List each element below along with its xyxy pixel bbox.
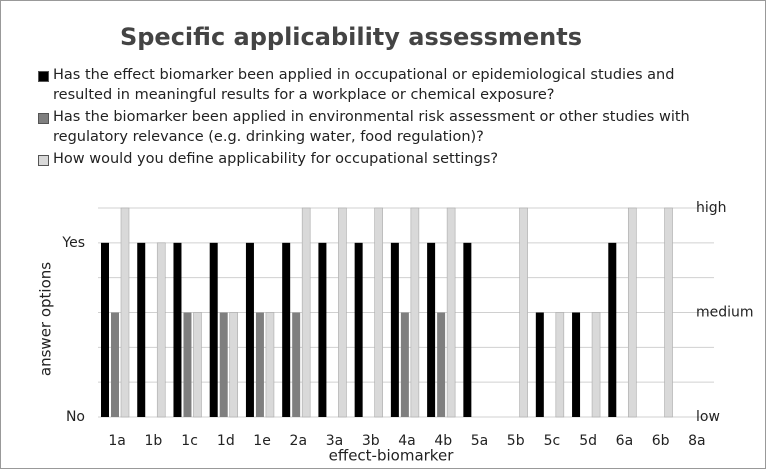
legend-label: How would you define applicability for o… bbox=[53, 151, 499, 167]
bar bbox=[400, 312, 409, 417]
bar bbox=[591, 312, 601, 418]
bar bbox=[282, 242, 291, 417]
y-axis-title: answer options bbox=[37, 262, 55, 376]
legend-item: How would you define applicability for o… bbox=[38, 149, 728, 169]
x-axis-title: effect-biomarker bbox=[329, 447, 455, 465]
x-tick-label: 4a bbox=[398, 433, 416, 449]
bar bbox=[338, 207, 347, 418]
bar bbox=[390, 242, 399, 417]
bar bbox=[463, 242, 472, 417]
chart-title: Specific applicability assessments bbox=[120, 23, 582, 51]
x-tick-label: 5a bbox=[471, 433, 489, 449]
legend-swatch bbox=[38, 71, 49, 82]
x-tick-label: 4b bbox=[434, 433, 452, 449]
bar bbox=[374, 207, 383, 418]
legend-swatch bbox=[38, 113, 49, 124]
legend-label: Has the effect biomarker been applied in… bbox=[53, 67, 675, 103]
bar bbox=[292, 312, 301, 417]
x-tick-label: 1a bbox=[108, 433, 126, 449]
bar bbox=[535, 312, 544, 417]
bar bbox=[354, 242, 363, 417]
x-tick-label: 3b bbox=[362, 433, 380, 449]
x-tick-label: 1d bbox=[217, 433, 235, 449]
legend-item: Has the biomarker been applied in enviro… bbox=[38, 107, 728, 147]
bar bbox=[137, 242, 146, 417]
bar bbox=[627, 207, 637, 418]
bar bbox=[209, 242, 218, 417]
bar bbox=[219, 312, 228, 417]
bar bbox=[173, 242, 182, 417]
bar bbox=[156, 242, 166, 418]
bar bbox=[519, 207, 528, 418]
bar bbox=[572, 312, 581, 417]
bar bbox=[255, 312, 264, 417]
bar bbox=[664, 207, 673, 418]
x-tick-label: 1e bbox=[253, 433, 271, 449]
bar bbox=[555, 312, 565, 418]
x-tick-label: 1b bbox=[144, 433, 162, 449]
y-tick-label: Yes bbox=[61, 235, 85, 251]
bar bbox=[229, 312, 239, 418]
legend: Has the effect biomarker been applied in… bbox=[38, 65, 728, 171]
bar bbox=[183, 312, 192, 417]
x-tick-label: 5c bbox=[544, 433, 561, 449]
bar bbox=[437, 312, 446, 417]
legend-item: Has the effect biomarker been applied in… bbox=[38, 65, 728, 105]
bar bbox=[193, 312, 202, 418]
legend-swatch bbox=[38, 155, 49, 166]
y2-tick-label: low bbox=[696, 409, 720, 425]
x-tick-label: 8a bbox=[688, 433, 706, 449]
bar bbox=[245, 242, 254, 417]
x-tick-label: 1c bbox=[181, 433, 198, 449]
bar bbox=[111, 312, 119, 417]
y2-tick-label: medium bbox=[696, 305, 754, 321]
bar bbox=[101, 242, 109, 417]
y2-tick-label: high bbox=[696, 200, 727, 216]
bar bbox=[446, 207, 456, 418]
bar bbox=[318, 242, 327, 417]
legend-label: Has the biomarker been applied in enviro… bbox=[53, 109, 690, 145]
bar bbox=[265, 312, 275, 418]
x-tick-label: 6b bbox=[652, 433, 670, 449]
bar bbox=[120, 207, 130, 418]
x-tick-label: 5b bbox=[507, 433, 525, 449]
x-tick-label: 6a bbox=[616, 433, 634, 449]
x-tick-label: 2a bbox=[290, 433, 308, 449]
bar bbox=[410, 207, 420, 418]
bar bbox=[427, 242, 436, 417]
x-tick-label: 5d bbox=[579, 433, 597, 449]
x-tick-label: 3a bbox=[326, 433, 344, 449]
bar bbox=[608, 242, 617, 417]
y-tick-label: No bbox=[66, 409, 85, 425]
bar bbox=[301, 207, 311, 418]
